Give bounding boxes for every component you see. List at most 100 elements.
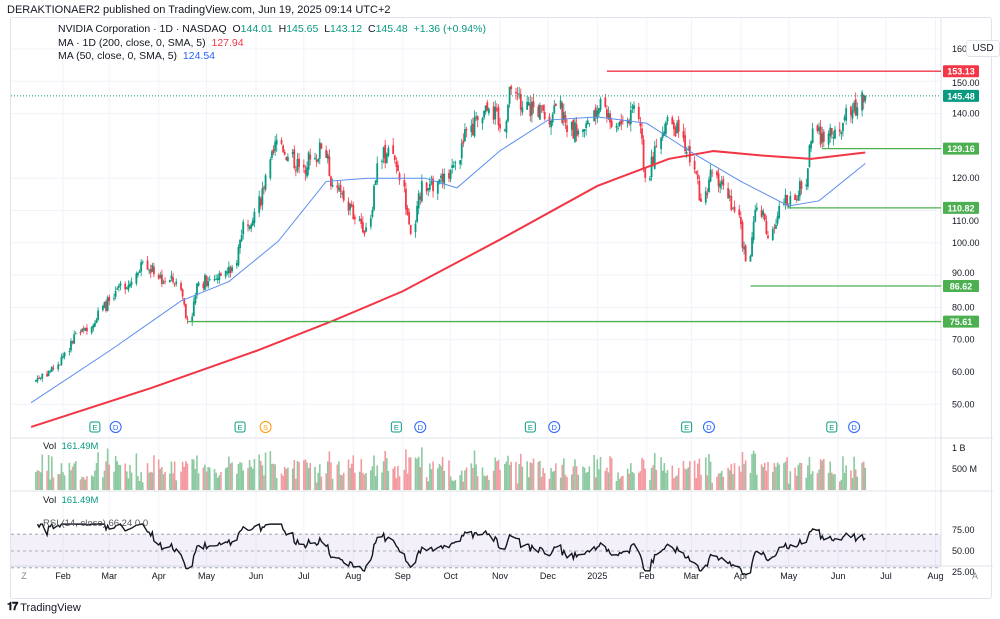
volume-bar bbox=[582, 466, 584, 490]
volume-bar bbox=[59, 474, 61, 490]
volume-bar bbox=[762, 466, 765, 490]
candle-body bbox=[527, 102, 530, 106]
volume-bar bbox=[709, 461, 712, 490]
candle-body bbox=[106, 297, 109, 311]
volume-bar bbox=[775, 466, 777, 490]
time-tick-label: Nov bbox=[492, 571, 509, 581]
event-E-icon[interactable] bbox=[524, 421, 536, 433]
ma200-legend[interactable]: MA · 1D (200, close, 0, SMA, 5) 127.94 bbox=[58, 37, 244, 49]
level-price-label: 129.16 bbox=[947, 144, 975, 154]
event-E-icon[interactable] bbox=[826, 421, 838, 433]
volume-bar bbox=[810, 474, 812, 490]
volume-bar bbox=[660, 457, 662, 490]
candle-body bbox=[561, 102, 564, 124]
chart-canvas[interactable]: 160.00 150.00 140.00 120.00 110.00 100.00 90.0… bbox=[11, 18, 993, 600]
candle-body bbox=[695, 170, 698, 174]
candle-body bbox=[671, 117, 674, 125]
volume-bar bbox=[832, 474, 835, 490]
volume-bar bbox=[586, 471, 589, 490]
volume-bar bbox=[685, 469, 688, 490]
volume-bar bbox=[783, 463, 785, 490]
candle-body bbox=[387, 147, 390, 156]
event-S-icon[interactable] bbox=[259, 421, 272, 433]
volume-bar bbox=[113, 471, 115, 490]
volume-bar bbox=[405, 449, 407, 490]
candle-body bbox=[325, 149, 328, 158]
volume-bar bbox=[674, 476, 677, 490]
candle-body bbox=[298, 158, 300, 167]
volume-bar bbox=[830, 472, 833, 490]
volume-bar bbox=[566, 477, 568, 490]
price-tick-label: 160.00 bbox=[952, 44, 980, 54]
candle-body bbox=[843, 117, 846, 120]
volume-bar bbox=[205, 471, 208, 490]
volume-bar bbox=[291, 468, 294, 490]
candle-body bbox=[263, 187, 265, 189]
candle-body bbox=[172, 277, 174, 283]
volume-bar bbox=[819, 459, 822, 490]
event-E-icon[interactable] bbox=[390, 421, 402, 433]
volume-bar bbox=[518, 464, 520, 490]
volume-bar bbox=[159, 468, 162, 490]
volume-bar bbox=[86, 476, 88, 490]
volume-bar bbox=[57, 474, 60, 490]
candle-body bbox=[113, 297, 115, 300]
candle-body bbox=[566, 125, 568, 133]
candle-body bbox=[682, 131, 685, 138]
candle-body bbox=[537, 106, 540, 117]
currency-button[interactable]: USD bbox=[966, 40, 1000, 57]
auto-scale-button[interactable]: A bbox=[972, 571, 978, 581]
candle-body bbox=[86, 327, 88, 332]
volume-bar bbox=[295, 478, 297, 490]
candle-body bbox=[531, 101, 533, 116]
candle-body bbox=[73, 334, 76, 344]
volume-bar bbox=[834, 473, 836, 490]
event-D-icon[interactable] bbox=[109, 421, 122, 433]
event-E-icon[interactable] bbox=[681, 421, 693, 433]
candle-body bbox=[350, 204, 353, 207]
volume-bar bbox=[90, 475, 93, 490]
candle-body bbox=[553, 105, 556, 114]
event-D-icon[interactable] bbox=[548, 421, 561, 433]
tradingview-logo[interactable]: 𝟏𝟕 TradingView bbox=[7, 601, 81, 614]
candle-body bbox=[97, 310, 99, 320]
candle-body bbox=[484, 105, 487, 113]
candle-body bbox=[291, 151, 294, 155]
volume-bar bbox=[540, 476, 543, 490]
event-D-icon[interactable] bbox=[702, 421, 715, 433]
candle-body bbox=[494, 106, 497, 120]
candle-body bbox=[58, 364, 61, 366]
ma50-legend[interactable]: MA (50, close, 0, SMA, 5) 124.54 bbox=[58, 50, 215, 62]
volume-bar bbox=[149, 471, 152, 490]
candle-body bbox=[227, 266, 230, 274]
event-E-icon[interactable] bbox=[89, 421, 101, 433]
volume-bar bbox=[720, 470, 723, 490]
volume-bar bbox=[771, 472, 774, 490]
rsi-legend[interactable]: RSI (14, close) 66.24 0 0 bbox=[43, 518, 148, 529]
candle-body bbox=[495, 108, 498, 111]
candle-body bbox=[395, 161, 398, 167]
candle-body bbox=[341, 192, 344, 195]
candle-body bbox=[583, 129, 586, 132]
volume-bar bbox=[851, 477, 854, 490]
candle-body bbox=[74, 333, 77, 335]
candle-body bbox=[577, 130, 580, 135]
volume-bar bbox=[172, 473, 174, 490]
candle-body bbox=[149, 269, 152, 274]
volume-bar bbox=[572, 466, 575, 490]
volume-bar bbox=[454, 479, 457, 490]
chart-container[interactable]: 160.00 150.00 140.00 120.00 110.00 100.00 90.0… bbox=[10, 17, 1000, 600]
candle-body bbox=[207, 281, 210, 287]
price-tick-label: 50.00 bbox=[952, 399, 975, 409]
zoom-z-button[interactable]: Z bbox=[21, 571, 27, 581]
event-D-icon[interactable] bbox=[414, 421, 427, 433]
volume-legend[interactable]: Vol 161.49M bbox=[43, 441, 98, 452]
candle-body bbox=[470, 125, 473, 133]
event-D-icon[interactable] bbox=[848, 421, 861, 433]
volume-bar bbox=[733, 463, 736, 490]
event-E-icon[interactable] bbox=[234, 421, 246, 433]
candle-body bbox=[213, 279, 216, 281]
symbol-name[interactable]: NVIDIA Corporation · 1D · NASDAQ bbox=[58, 23, 227, 35]
volume2-legend[interactable]: Vol 161.49M bbox=[43, 495, 98, 506]
volume-bar bbox=[338, 461, 340, 490]
